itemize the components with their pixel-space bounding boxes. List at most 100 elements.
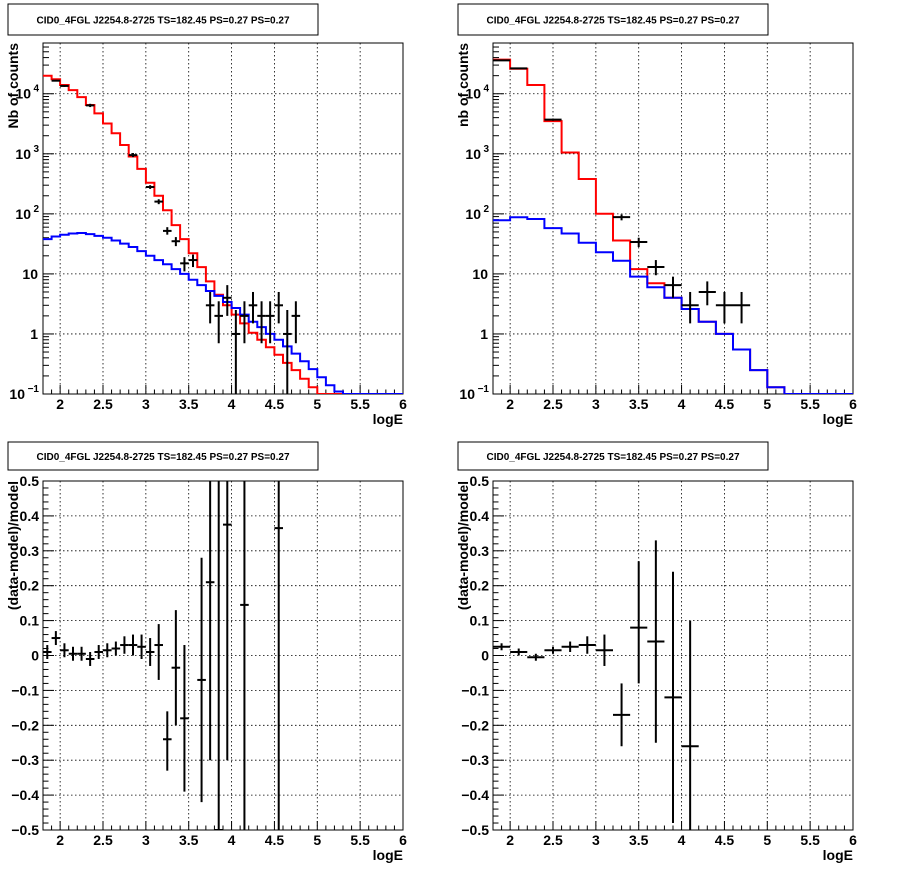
title-box-frame <box>7 441 319 471</box>
y-axis-label: (data-model)/model <box>5 481 21 610</box>
data-point <box>154 199 163 205</box>
y-tick-exponent: 2 <box>33 204 39 215</box>
data-point <box>68 646 78 661</box>
y-tick-label: 0.5 <box>20 473 40 489</box>
data-point <box>681 620 699 830</box>
x-axis: 2 2.5 3 3.5 4 4.5 5 5.5 6 <box>492 821 857 848</box>
x-tick-label: 2 <box>506 396 514 412</box>
x-tick-label: 3.5 <box>179 396 199 412</box>
y-tick-exponent: 3 <box>33 144 39 155</box>
title-box: CID0_4FGL J2254.8-2725 TS=182.45 PS=0.27… <box>457 3 769 36</box>
data-point <box>613 683 631 747</box>
data-point <box>274 481 283 830</box>
x-tick-label: 2.5 <box>543 396 563 412</box>
x-tick-label: 3 <box>592 396 600 412</box>
x-tick-label: 6 <box>849 832 857 848</box>
data-point <box>291 301 301 344</box>
y-tick-label: 10 <box>9 386 25 402</box>
x-tick-label: 5.5 <box>800 832 820 848</box>
x-tick-label: 3 <box>142 396 150 412</box>
chart-title: CID0_4FGL J2254.8-2725 TS=182.45 PS=0.27… <box>36 452 289 463</box>
x-axis-label: logE <box>823 411 853 427</box>
data-point <box>274 291 283 324</box>
x-tick-label: 4.5 <box>715 396 735 412</box>
data-point <box>613 214 631 221</box>
chart-panel-2: CID0_4FGL J2254.8-2725 TS=182.45 PS=0.27… <box>455 3 857 427</box>
y-tick-label: −0.3 <box>11 752 39 768</box>
y-tick-label: −0.4 <box>11 787 39 803</box>
data-point <box>180 645 189 792</box>
data-point <box>527 653 545 661</box>
data-point <box>188 254 198 268</box>
data-point <box>180 257 189 272</box>
x-tick-label: 2 <box>56 832 64 848</box>
data-point <box>733 291 751 324</box>
y-tick-label: −0.2 <box>461 717 489 733</box>
x-tick-label: 6 <box>399 396 407 412</box>
chart-title: CID0_4FGL J2254.8-2725 TS=182.45 PS=0.27… <box>36 16 289 27</box>
x-tick-label: 6 <box>849 396 857 412</box>
data-point <box>510 648 528 656</box>
y-tick-label: −0.3 <box>461 752 489 768</box>
x-tick-label: 6 <box>399 832 407 848</box>
y-tick-label: −0.1 <box>461 682 489 698</box>
y-axis-label: Nb of counts <box>5 43 21 129</box>
y-tick-label: 10 <box>15 86 31 102</box>
data-point <box>111 641 121 656</box>
x-axis: 2 2.5 3 3.5 4 4.5 5 5.5 6 <box>42 385 407 412</box>
x-axis: 2 2.5 3 3.5 4 4.5 5 5.5 6 <box>492 385 857 412</box>
y-axis: −0.5 −0.4 −0.3 −0.2 −0.1 0 0.1 0.2 0.3 0.4 0.5 <box>11 473 54 838</box>
data-point <box>493 643 511 651</box>
series-background-model <box>43 232 403 394</box>
series-total-model <box>43 74 403 394</box>
data-point <box>223 285 232 316</box>
y-axis-label: (data-model)/model <box>455 481 471 610</box>
chart-title: CID0_4FGL J2254.8-2725 TS=182.45 PS=0.27… <box>486 452 739 463</box>
x-tick-label: 2.5 <box>93 832 113 848</box>
data-point <box>85 652 95 666</box>
y-tick-label: 0.4 <box>470 508 490 524</box>
x-axis-label: logE <box>373 847 403 863</box>
data-point <box>85 103 95 108</box>
y-axis-label: nb of counts <box>455 43 471 127</box>
plot-data <box>493 540 699 830</box>
data-point <box>197 557 206 803</box>
y-tick-label: 10 <box>459 386 475 402</box>
data-point <box>214 481 223 830</box>
data-point <box>43 645 52 659</box>
x-tick-label: 2 <box>506 832 514 848</box>
x-tick-label: 4 <box>228 832 236 848</box>
y-tick-label: 10 <box>465 206 481 222</box>
data-point <box>265 301 275 344</box>
y-tick-exponent: 2 <box>483 204 489 215</box>
x-axis-label: logE <box>373 411 403 427</box>
grid-lines <box>493 43 853 394</box>
data-point <box>145 638 155 666</box>
plot-data <box>43 74 403 394</box>
y-tick-label: 10 <box>465 146 481 162</box>
x-tick-label: 4.5 <box>265 832 285 848</box>
data-point <box>128 634 138 656</box>
data-point <box>51 79 61 82</box>
plot-data <box>43 481 283 830</box>
data-point <box>240 301 249 344</box>
data-point <box>205 481 215 761</box>
data-point <box>154 624 163 680</box>
y-tick-label: −0.1 <box>11 682 39 698</box>
y-tick-exponent: −1 <box>478 384 490 395</box>
data-point <box>681 291 699 324</box>
data-point <box>60 84 69 87</box>
title-box-frame <box>457 3 769 36</box>
x-tick-label: 3 <box>592 832 600 848</box>
y-tick-label: 0.4 <box>20 508 40 524</box>
data-point <box>60 643 69 658</box>
x-tick-label: 3.5 <box>629 396 649 412</box>
chart-title: CID0_4FGL J2254.8-2725 TS=182.45 PS=0.27… <box>486 16 739 27</box>
data-point <box>544 646 562 654</box>
data-point <box>283 310 292 394</box>
data-point <box>120 636 129 654</box>
data-point <box>544 118 562 121</box>
data-point <box>163 711 172 771</box>
